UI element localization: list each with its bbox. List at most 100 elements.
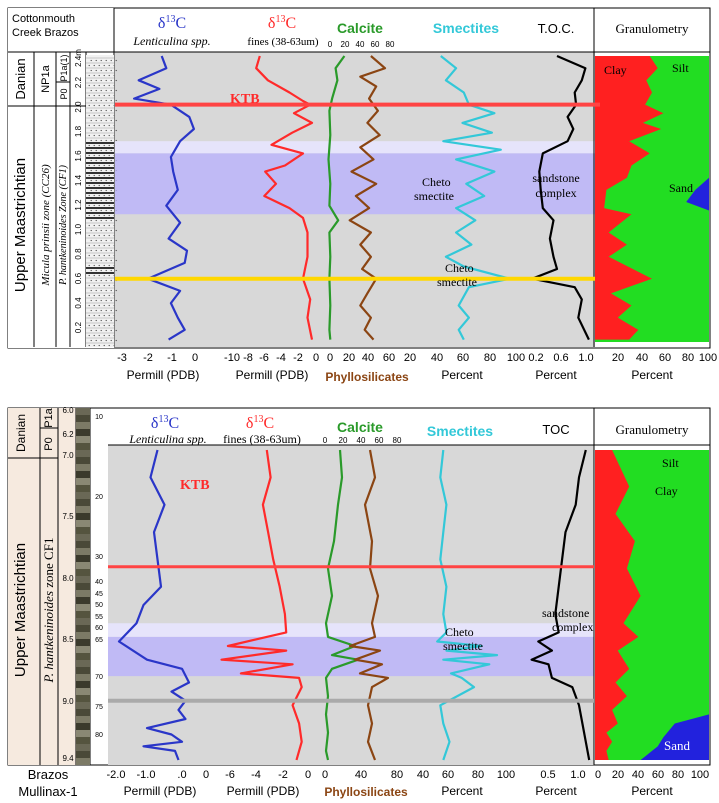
bottom-core-strip [76, 660, 90, 667]
top-lith-dot [90, 199, 92, 202]
top-lith-dot [90, 209, 92, 212]
top-lith-dot [88, 244, 90, 247]
bottom-d13c1-tick: .0 [177, 769, 186, 781]
top-site-line1: Cottonmouth [12, 13, 75, 25]
top-lith-dot [90, 79, 92, 82]
bottom-calcite-tick: 0 [323, 436, 328, 445]
top-lith-dot [88, 144, 90, 147]
bottom-plot-bg [108, 445, 594, 765]
top-lith-dot [100, 339, 102, 342]
bottom-sample-tick: 45 [95, 591, 103, 598]
top-phyllo-tick: 60 [383, 352, 395, 364]
top-lith-dot [113, 194, 115, 197]
top-lith-dot [95, 139, 97, 142]
top-lith-dot [105, 99, 107, 102]
top-lith-dot [115, 299, 117, 302]
top-lith-dot [108, 134, 110, 137]
top-lith-dot [95, 299, 97, 302]
top-lith-dot [93, 304, 95, 307]
top-lith-dot [98, 344, 100, 347]
top-lith-dot [100, 229, 102, 232]
top-lith-dot [110, 79, 112, 82]
top-phyllo-tick: 40 [362, 352, 374, 364]
top-lith-dot [95, 249, 97, 252]
top-zone-p0: P0 [59, 88, 69, 99]
bottom-d13c2-sub: fines (38-63um) [223, 432, 301, 446]
top-lith-dot [88, 204, 90, 207]
top-lith-dot [90, 159, 92, 162]
top-gran-tick: 20 [612, 352, 624, 364]
top-smect-tick: 20 [404, 352, 416, 364]
top-zone-micula: Micula prinsii zone (CC26) [40, 164, 52, 287]
bottom-sand-b: complex [552, 620, 593, 634]
top-lith-dot [108, 224, 110, 227]
bottom-core-strip [76, 751, 90, 758]
top-lith-dot [113, 164, 115, 167]
bottom-depth-tick: 9.4 [62, 754, 74, 763]
top-lith-dot [103, 334, 105, 337]
bottom-core-strip [76, 730, 90, 737]
bottom-d13c2-tick: -4 [251, 769, 261, 781]
bottom-smect-tick: 100 [497, 769, 515, 781]
top-lith-dot [108, 244, 110, 247]
top-lith-dot [115, 89, 117, 92]
top-lith-dot [93, 294, 95, 297]
bottom-xlabel-d13c2: Permill (PDB) [227, 784, 300, 798]
top-lith-dot [108, 314, 110, 317]
top-lith-dot [113, 124, 115, 127]
top-calcite-tick: 80 [386, 40, 395, 49]
top-lith-dot [93, 224, 95, 227]
top-lith-dot [110, 339, 112, 342]
top-sand-b: complex [535, 186, 576, 200]
top-lith-dot [100, 129, 102, 132]
top-lith-dot [100, 189, 102, 192]
bottom-sample-ticks: 10 20 30 40 45 50 55 60 65 70 75 80 [95, 414, 103, 739]
bottom-xlabel-d13c1: Permill (PDB) [124, 784, 197, 798]
bottom-d13c1-delta: δ [151, 415, 159, 432]
top-lith-dot [103, 204, 105, 207]
top-lith-dot [90, 269, 92, 272]
top-lith-dot [100, 249, 102, 252]
top-lith-dot [93, 214, 95, 217]
top-lith-dot [105, 69, 107, 72]
top-lith-dot [90, 219, 92, 222]
top-lith-dot [98, 144, 100, 147]
top-lith-dot [105, 169, 107, 172]
top-lith-dot [105, 319, 107, 322]
bottom-zone-p1a: P1a [43, 407, 55, 427]
top-lith-dot [90, 119, 92, 122]
top-d13c2-tick: 0 [313, 352, 319, 364]
top-lith-dot [110, 59, 112, 62]
top-lith-dot [103, 74, 105, 77]
top-depth-tick: 0.6 [74, 272, 83, 284]
top-lith-dot [88, 194, 90, 197]
top-lith-dot [90, 259, 92, 262]
bottom-depth-tick: 7.0 [62, 451, 74, 460]
top-gran-tick: 40 [636, 352, 648, 364]
top-lith-dot [113, 334, 115, 337]
top-lith-dot [105, 239, 107, 242]
bottom-depth-ticks: 6.0 6.2 7.0 7.5 8.0 8.5 9.0 9.4 [62, 406, 74, 763]
top-lith-dot [108, 234, 110, 237]
top-lith-dot [100, 99, 102, 102]
top-lith-dot [98, 284, 100, 287]
top-lith-dot [93, 334, 95, 337]
top-lith-dot [113, 294, 115, 297]
top-lith-dot [115, 229, 117, 232]
top-lith-dot [93, 234, 95, 237]
top-lith-dot [93, 74, 95, 77]
top-lith-dot [100, 309, 102, 312]
top-lith-dot [105, 119, 107, 122]
top-d13c1-tick: -2 [143, 352, 153, 364]
top-lith-dot [93, 94, 95, 97]
top-lith-dot [88, 184, 90, 187]
bottom-cheto-a: Cheto [445, 625, 474, 639]
top-lith-dot [95, 339, 97, 342]
top-lith-dot [98, 64, 100, 67]
top-lith-dot [98, 244, 100, 247]
top-xlabel-gran: Percent [631, 368, 673, 382]
bottom-curves [117, 449, 591, 761]
bot-series-13c-lenticulina-spp [117, 449, 191, 761]
top-lith-dot [115, 99, 117, 102]
top-lith-dot [100, 329, 102, 332]
